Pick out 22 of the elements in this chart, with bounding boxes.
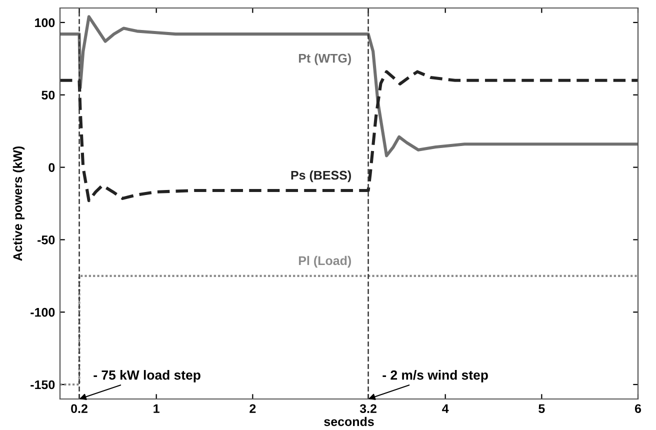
y-tick-label: 100 [35, 18, 55, 28]
y-tick-label: 50 [42, 90, 55, 100]
x-tick-label: 3.2 [360, 404, 376, 414]
x-tick-label: 5 [538, 404, 545, 414]
y-axis-title: Active powers (kW) [12, 146, 25, 261]
x-axis-title: seconds [324, 416, 374, 426]
line-series [60, 70, 638, 202]
y-tick-label: -150 [30, 380, 55, 390]
x-tick-label: 1 [154, 404, 160, 413]
y-tick-label: -100 [30, 308, 55, 317]
annotation: - 2 m/s wind step [382, 370, 488, 382]
x-tick-label: 6 [634, 404, 642, 414]
series-label: Pt (WTG) [298, 54, 351, 66]
x-tick-label: 4 [442, 404, 449, 413]
line-series [60, 15, 638, 158]
annotation: - 75 kW load step [94, 370, 200, 382]
y-tick-label: -50 [38, 236, 55, 244]
x-tick-label: 0.2 [71, 404, 88, 414]
series-label: Pl (Load) [298, 256, 351, 268]
series-label: Ps (BESS) [291, 170, 351, 182]
x-tick-label: 2 [250, 404, 256, 413]
y-tick-label: 0 [48, 163, 55, 172]
